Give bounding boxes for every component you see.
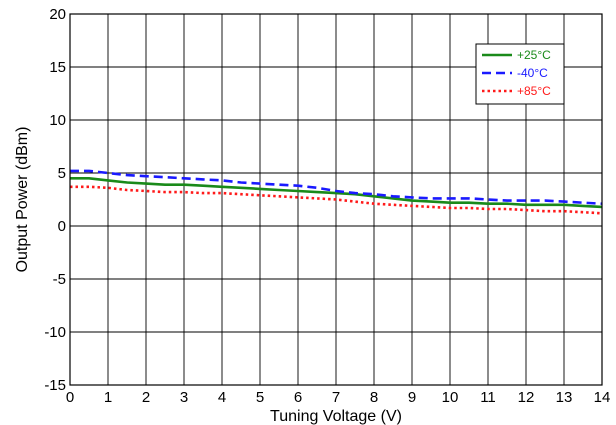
- plot-frame: [69, 13, 603, 386]
- legend-label: +25°C: [517, 48, 551, 62]
- x-tick-label: 12: [518, 389, 535, 406]
- x-tick-label: 8: [370, 389, 378, 406]
- x-tick-label: 14: [594, 389, 611, 406]
- x-tick-labels: 0 1 2 3 4 5 6 7 8 9 10 11 12 13 14: [66, 389, 611, 406]
- y-tick-labels: -15 -10 -5 0 5 10 15 20: [44, 6, 66, 394]
- legend-label: +85°C: [517, 84, 551, 98]
- chart-legend: +25°C -40°C +85°C: [475, 43, 565, 105]
- x-tick-label: 2: [142, 389, 150, 406]
- series-line-0: [70, 177, 603, 209]
- y-tick-label: 15: [49, 59, 66, 76]
- series-line-2: [70, 185, 603, 215]
- legend-label: -40°C: [517, 66, 548, 80]
- x-tick-label: 10: [442, 389, 459, 406]
- y-axis-title: Output Power (dBm): [14, 127, 31, 273]
- series-line-1: [70, 169, 603, 205]
- x-tick-label: 0: [66, 389, 74, 406]
- x-tick-label: 6: [294, 389, 302, 406]
- x-tick-label: 9: [408, 389, 416, 406]
- y-tick-label: 20: [49, 6, 66, 23]
- y-tick-label: -5: [53, 271, 66, 288]
- x-tick-label: 11: [480, 389, 496, 406]
- y-tick-label: -15: [44, 377, 66, 394]
- x-tick-label: 7: [332, 389, 340, 406]
- y-tick-label: -10: [44, 324, 66, 341]
- x-tick-label: 5: [256, 389, 264, 406]
- x-axis-title: Tuning Voltage (V): [270, 408, 402, 425]
- x-tick-label: 4: [218, 389, 226, 406]
- y-tick-label: 5: [58, 165, 66, 182]
- x-tick-label: 13: [556, 389, 573, 406]
- x-tick-label: 1: [104, 389, 112, 406]
- y-tick-label: 10: [49, 112, 66, 129]
- x-tick-label: 3: [180, 389, 188, 406]
- y-tick-label: 0: [58, 218, 66, 235]
- chart-series-group: [70, 169, 603, 215]
